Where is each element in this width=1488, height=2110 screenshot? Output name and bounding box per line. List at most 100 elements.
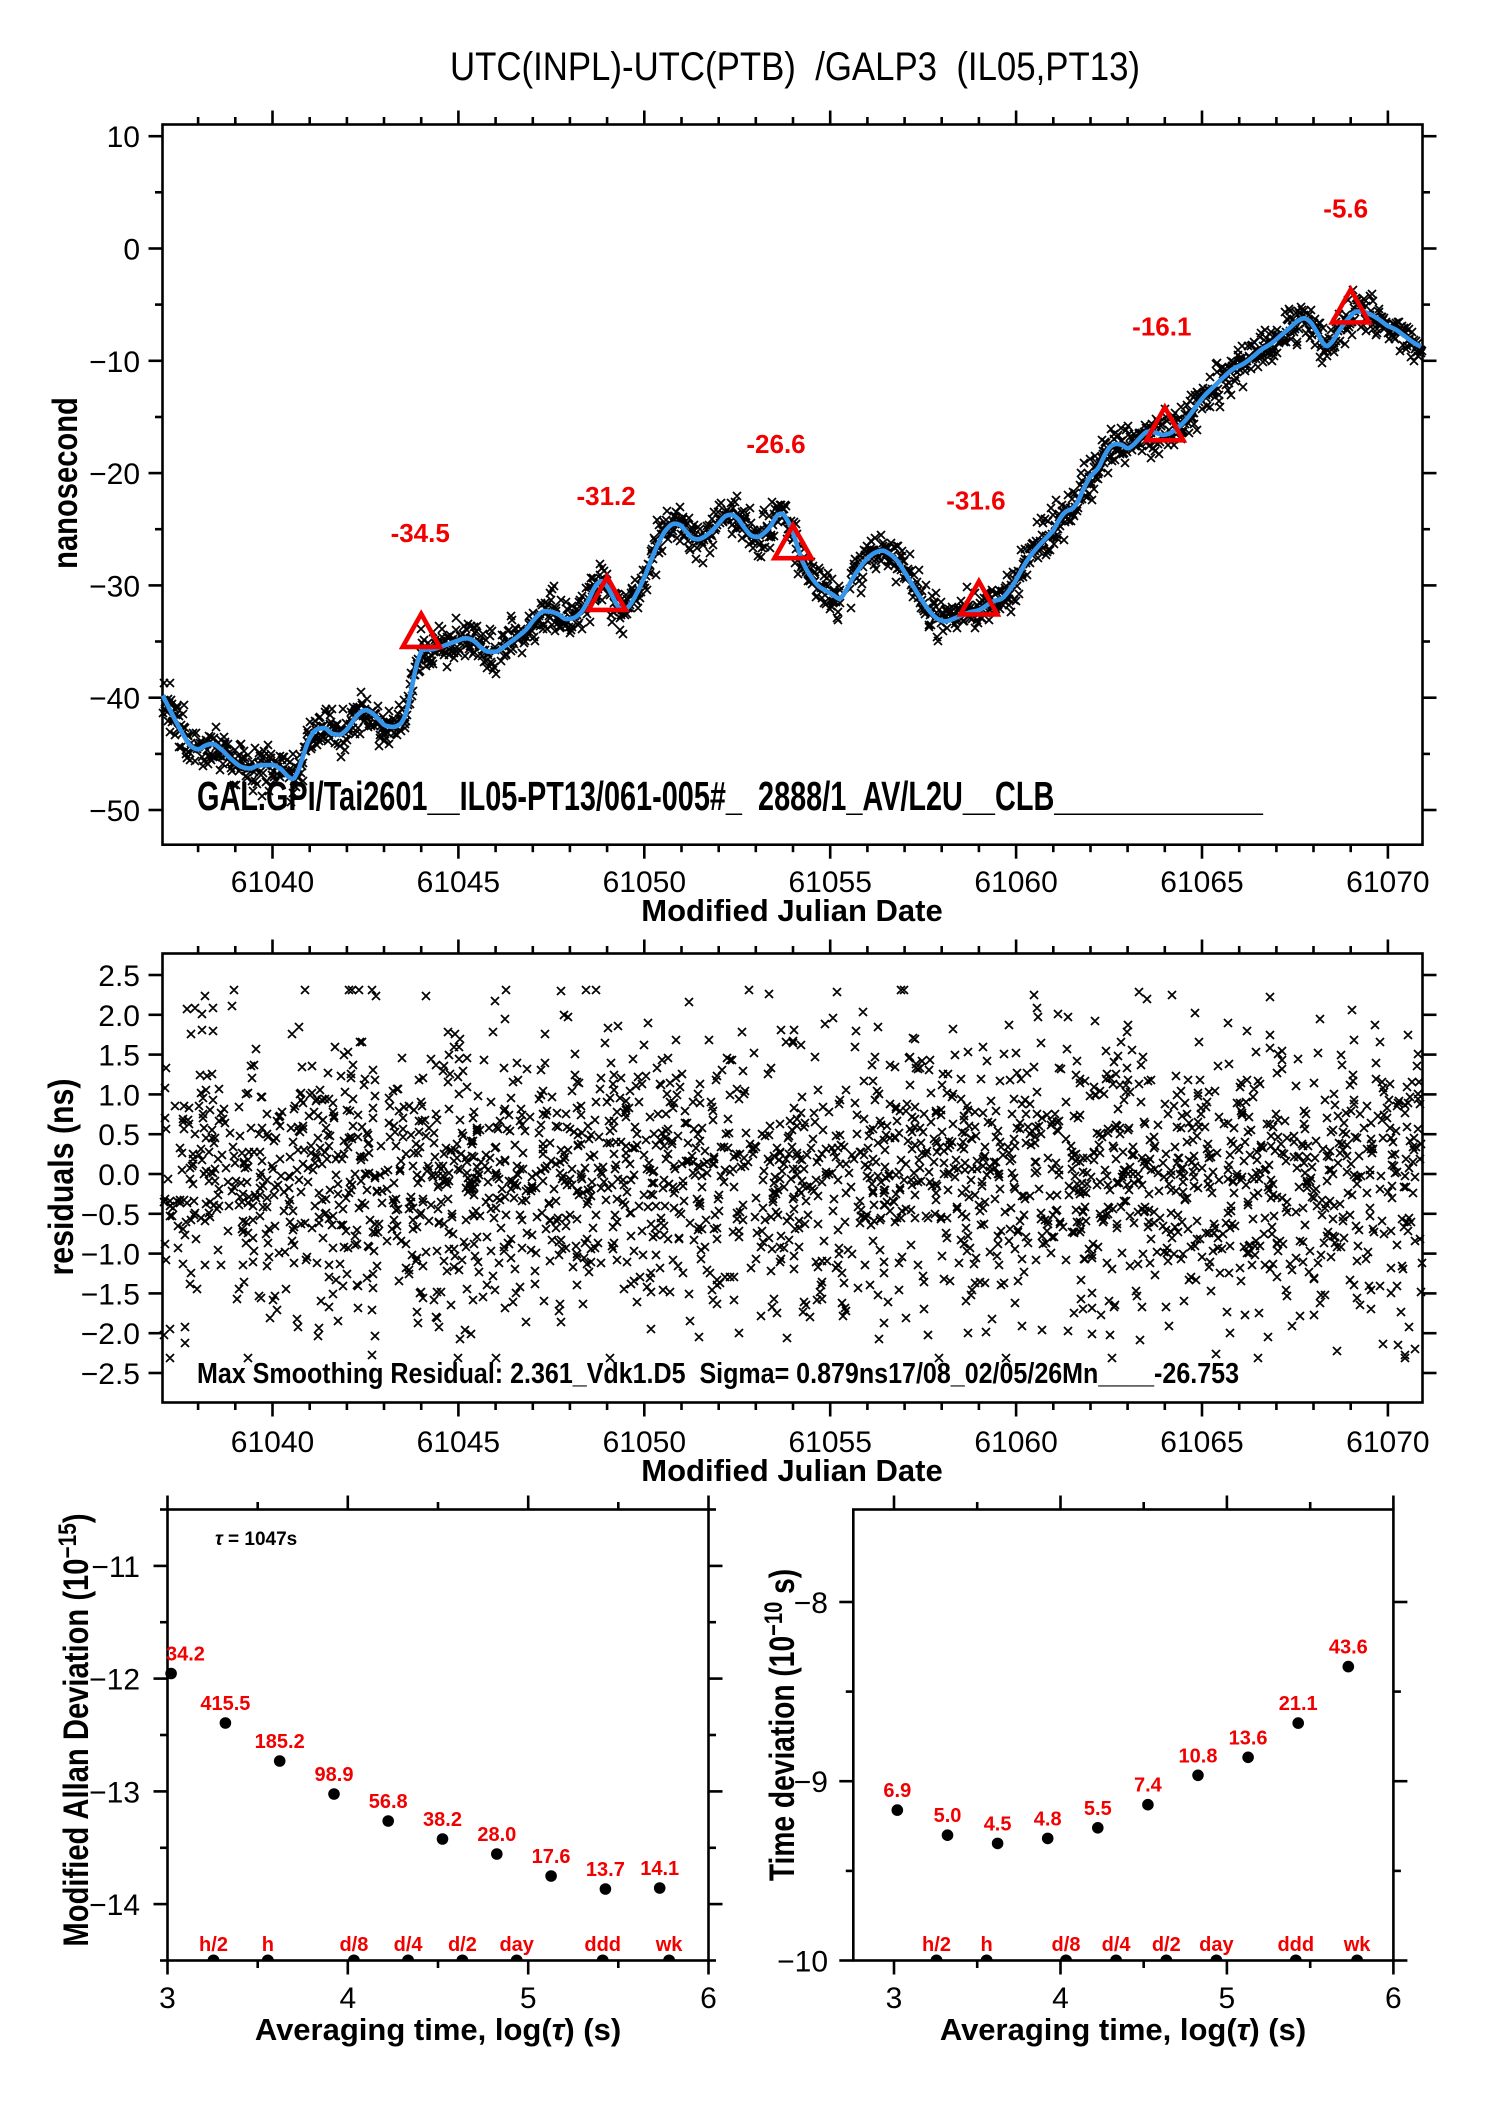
svg-text:-31.6: -31.6 (946, 485, 1005, 515)
svg-text:−10: −10 (777, 1946, 828, 1979)
svg-text:Time deviation (10−10 s): Time deviation (10−10 s) (759, 1569, 802, 1881)
svg-text:UTC(INPL)-UTC(PTB) /GALP3 (I: UTC(INPL)-UTC(PTB) /GALP3 (IL05,PT13) (450, 45, 1140, 89)
svg-text:61040: 61040 (231, 1426, 314, 1459)
svg-text:−40: −40 (89, 683, 140, 716)
svg-text:h/2: h/2 (199, 1934, 228, 1956)
svg-text:61060: 61060 (974, 1426, 1057, 1459)
svg-text:−2.0: −2.0 (81, 1318, 140, 1351)
svg-text:−10: −10 (89, 346, 140, 379)
svg-text:3: 3 (886, 1982, 903, 2015)
svg-text:61065: 61065 (1160, 1426, 1243, 1459)
svg-text:61045: 61045 (417, 866, 500, 899)
svg-text:wk: wk (1343, 1934, 1372, 1956)
svg-text:d/4: d/4 (1102, 1934, 1132, 1956)
svg-text:2.5: 2.5 (98, 960, 140, 993)
svg-text:4.5: 4.5 (984, 1813, 1012, 1835)
svg-text:ddd: ddd (584, 1934, 621, 1956)
svg-text:10.8: 10.8 (1179, 1745, 1218, 1767)
svg-text:−8: −8 (794, 1587, 828, 1620)
svg-text:2.0: 2.0 (98, 1000, 140, 1033)
svg-text:7.4: 7.4 (1134, 1775, 1163, 1797)
svg-text:17.6: 17.6 (532, 1846, 571, 1868)
svg-text:−11: −11 (91, 1551, 140, 1584)
svg-text:61060: 61060 (974, 866, 1057, 899)
svg-text:−50: −50 (89, 795, 140, 828)
svg-text:−13: −13 (89, 1776, 140, 1809)
svg-text:61040: 61040 (231, 866, 314, 899)
svg-text:−14: −14 (89, 1889, 140, 1922)
svg-text:0.0: 0.0 (98, 1159, 140, 1192)
svg-text:h/2: h/2 (922, 1934, 951, 1956)
svg-text:5.0: 5.0 (934, 1805, 962, 1827)
svg-text:−12: −12 (89, 1664, 140, 1697)
svg-text:56.8: 56.8 (369, 1791, 408, 1813)
svg-text:−2.5: −2.5 (81, 1358, 140, 1391)
svg-text:d/4: d/4 (394, 1934, 424, 1956)
svg-text:34.2: 34.2 (166, 1644, 205, 1666)
svg-text:4: 4 (1052, 1982, 1069, 2015)
svg-text:Averaging time, log(τ) (s): Averaging time, log(τ) (s) (940, 2012, 1306, 2047)
svg-text:5.5: 5.5 (1084, 1798, 1112, 1820)
svg-text:14.1: 14.1 (640, 1858, 679, 1880)
svg-text:61050: 61050 (603, 1426, 686, 1459)
svg-text:wk: wk (655, 1934, 684, 1956)
svg-text:3: 3 (159, 1982, 176, 2015)
svg-text:h: h (262, 1934, 274, 1956)
svg-text:-26.6: -26.6 (746, 429, 805, 459)
svg-text:61070: 61070 (1346, 866, 1429, 899)
svg-text:0.5: 0.5 (98, 1119, 140, 1152)
svg-text:185.2: 185.2 (255, 1731, 305, 1753)
svg-text:ddd: ddd (1277, 1934, 1314, 1956)
svg-text:98.9: 98.9 (315, 1764, 354, 1786)
svg-text:−1.0: −1.0 (81, 1239, 140, 1272)
svg-text:Modified Julian Date: Modified Julian Date (641, 1453, 942, 1488)
svg-text:d/8: d/8 (339, 1934, 368, 1956)
svg-text:6.9: 6.9 (883, 1780, 911, 1802)
svg-text:61055: 61055 (788, 1426, 871, 1459)
svg-text:Modified Allan Deviation (10−1: Modified Allan Deviation (10−15) (53, 1513, 95, 1946)
svg-text:-34.5: -34.5 (391, 518, 450, 548)
svg-text:τ = 1047s: τ = 1047s (215, 1529, 297, 1550)
svg-text:5: 5 (520, 1982, 537, 2015)
svg-text:nanosecond: nanosecond (45, 397, 84, 569)
svg-text:d/8: d/8 (1052, 1934, 1081, 1956)
svg-text:GAL.GPI/Tai2601__IL05-PT13/061: GAL.GPI/Tai2601__IL05-PT13/061-005#_ 288… (197, 773, 1264, 819)
svg-text:415.5: 415.5 (200, 1693, 250, 1715)
svg-text:−1.5: −1.5 (81, 1278, 140, 1311)
svg-text:−30: −30 (89, 570, 140, 603)
svg-text:28.0: 28.0 (477, 1824, 516, 1846)
svg-text:61055: 61055 (788, 866, 871, 899)
svg-text:6: 6 (700, 1982, 717, 2015)
svg-text:13.6: 13.6 (1229, 1727, 1268, 1749)
svg-text:−20: −20 (89, 458, 140, 491)
svg-text:-5.6: -5.6 (1323, 193, 1368, 223)
svg-text:6: 6 (1385, 1982, 1402, 2015)
svg-text:4.8: 4.8 (1034, 1808, 1062, 1830)
svg-text:61065: 61065 (1160, 866, 1243, 899)
svg-text:Max Smoothing Residual: 2.361_: Max Smoothing Residual: 2.361_Vdk1.D5 Si… (197, 1358, 1239, 1390)
svg-text:Modified Julian Date: Modified Julian Date (641, 893, 942, 928)
svg-text:−9: −9 (794, 1766, 828, 1799)
svg-text:d/2: d/2 (448, 1934, 477, 1956)
svg-text:1.5: 1.5 (98, 1040, 140, 1073)
svg-text:-16.1: -16.1 (1132, 311, 1191, 341)
svg-text:h: h (980, 1934, 992, 1956)
svg-text:43.6: 43.6 (1329, 1637, 1368, 1659)
svg-text:10: 10 (107, 121, 140, 154)
svg-text:-31.2: -31.2 (576, 481, 635, 511)
svg-text:day: day (1199, 1934, 1234, 1956)
svg-text:61045: 61045 (417, 1426, 500, 1459)
svg-text:Averaging time, log(τ) (s): Averaging time, log(τ) (s) (255, 2012, 621, 2047)
svg-text:−0.5: −0.5 (81, 1199, 140, 1232)
svg-text:d/2: d/2 (1152, 1934, 1181, 1956)
svg-text:1.0: 1.0 (98, 1079, 140, 1112)
svg-text:38.2: 38.2 (423, 1809, 462, 1831)
svg-text:4: 4 (339, 1982, 356, 2015)
svg-text:5: 5 (1219, 1982, 1236, 2015)
svg-text:61050: 61050 (603, 866, 686, 899)
svg-text:residuals (ns): residuals (ns) (41, 1079, 81, 1276)
svg-text:13.7: 13.7 (586, 1859, 625, 1881)
svg-text:21.1: 21.1 (1279, 1693, 1318, 1715)
svg-text:61070: 61070 (1346, 1426, 1429, 1459)
svg-text:day: day (499, 1934, 534, 1956)
